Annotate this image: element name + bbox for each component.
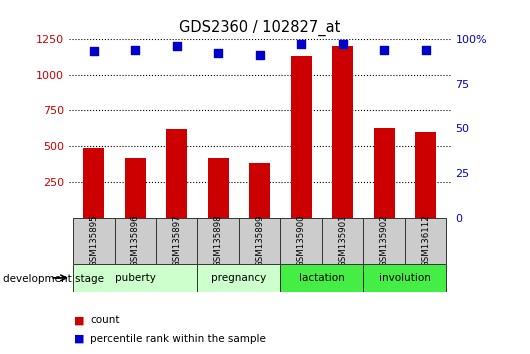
Point	[131, 47, 139, 52]
Title: GDS2360 / 102827_at: GDS2360 / 102827_at	[179, 20, 340, 36]
Text: GSM135901: GSM135901	[338, 215, 347, 267]
Text: lactation: lactation	[299, 273, 345, 283]
Bar	[125, 158, 146, 218]
Bar	[83, 148, 104, 218]
Text: GSM135897: GSM135897	[172, 215, 181, 267]
Point	[421, 47, 430, 52]
Text: development stage: development stage	[3, 274, 104, 284]
Text: GSM135895: GSM135895	[89, 215, 98, 267]
Text: GSM135900: GSM135900	[297, 215, 306, 267]
Bar	[249, 162, 270, 218]
FancyBboxPatch shape	[364, 218, 405, 264]
Text: GSM135896: GSM135896	[131, 215, 140, 267]
Point	[172, 43, 181, 49]
FancyBboxPatch shape	[405, 218, 446, 264]
FancyBboxPatch shape	[73, 218, 114, 264]
Bar	[374, 127, 394, 218]
Text: percentile rank within the sample: percentile rank within the sample	[90, 334, 266, 344]
FancyBboxPatch shape	[280, 264, 364, 292]
Text: involution: involution	[379, 273, 431, 283]
Text: pregnancy: pregnancy	[211, 273, 267, 283]
FancyBboxPatch shape	[73, 264, 198, 292]
Bar	[208, 158, 228, 218]
FancyBboxPatch shape	[280, 218, 322, 264]
Point	[380, 47, 388, 52]
Text: GSM135899: GSM135899	[255, 215, 264, 267]
FancyBboxPatch shape	[198, 218, 239, 264]
Bar	[166, 129, 187, 218]
Text: GSM135898: GSM135898	[214, 215, 223, 267]
Text: GSM135902: GSM135902	[379, 215, 388, 267]
Bar	[415, 132, 436, 218]
Text: ■: ■	[74, 334, 85, 344]
Text: puberty: puberty	[115, 273, 156, 283]
Bar	[332, 46, 353, 218]
FancyBboxPatch shape	[156, 218, 198, 264]
Text: ■: ■	[74, 315, 85, 325]
Point	[214, 50, 223, 56]
Bar	[291, 56, 312, 218]
Point	[255, 52, 264, 58]
Point	[90, 48, 98, 54]
Text: count: count	[90, 315, 120, 325]
Point	[297, 41, 305, 47]
FancyBboxPatch shape	[364, 264, 446, 292]
FancyBboxPatch shape	[239, 218, 280, 264]
FancyBboxPatch shape	[198, 264, 280, 292]
FancyBboxPatch shape	[322, 218, 364, 264]
Text: GSM136112: GSM136112	[421, 214, 430, 267]
FancyBboxPatch shape	[114, 218, 156, 264]
Point	[339, 41, 347, 47]
